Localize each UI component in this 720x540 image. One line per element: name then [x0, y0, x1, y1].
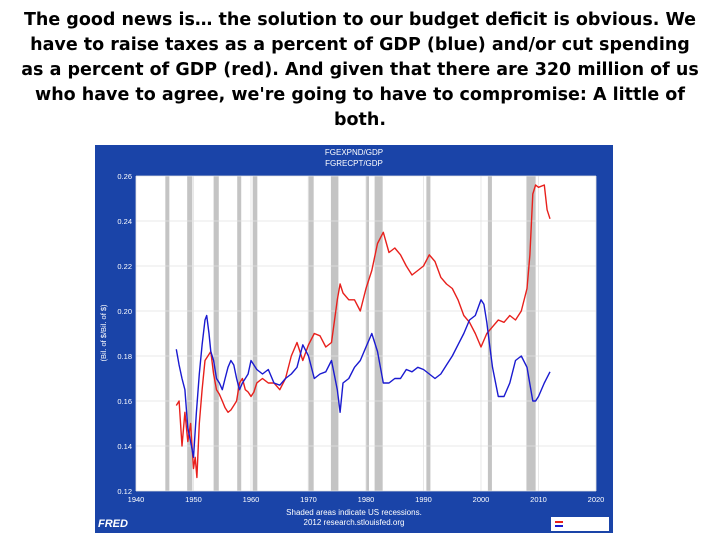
recession-band-8 — [374, 176, 383, 491]
x-tick-label-0: 1940 — [128, 495, 145, 504]
fred-chart-frame: 0.12 0.14 0.16 0.18 0.20 0.22 0.24 0.26 1940 1950… — [95, 145, 613, 533]
recession-band-4 — [252, 176, 258, 491]
y-tick-label-0: 0.12 — [117, 487, 132, 496]
legend-swatch-expenditures — [555, 521, 563, 523]
x-tick-label-4: 1980 — [358, 495, 375, 504]
y-tick-label-4: 0.20 — [117, 307, 132, 316]
footnote-source: 2012 research.stlouisfed.org — [304, 518, 405, 527]
x-tick-label-2: 1960 — [243, 495, 260, 504]
legend-box — [551, 517, 609, 531]
y-tick-label-5: 0.22 — [117, 262, 132, 271]
y-tick-label-7: 0.26 — [117, 172, 132, 181]
fred-logo: FRED — [98, 518, 128, 530]
recession-band-3 — [237, 176, 242, 491]
x-tick-label-7: 2010 — [530, 495, 547, 504]
chart-svg: 0.12 0.14 0.16 0.18 0.20 0.22 0.24 0.26 1940 1950… — [99, 148, 604, 527]
y-tick-label-6: 0.24 — [117, 217, 132, 226]
y-tick-label-3: 0.18 — [117, 352, 132, 361]
footnote-recessions: Shaded areas indicate US recessions. — [286, 508, 422, 517]
recession-band-2 — [213, 176, 219, 491]
recession-band-7 — [366, 176, 369, 491]
recession-band-11 — [526, 176, 536, 491]
chart-subtitle: FGRECPT/GDP — [325, 159, 383, 168]
x-tick-label-6: 2000 — [473, 495, 490, 504]
axis-labels: 0.12 0.14 0.16 0.18 0.20 0.22 0.24 0.26 1940 1950… — [117, 172, 604, 504]
series-lines — [175, 184, 551, 479]
recession-band-10 — [487, 176, 492, 491]
recession-band-1 — [187, 176, 193, 491]
recession-bands — [165, 176, 536, 491]
y-axis-label: (Bil. of $/Bil. of $) — [99, 304, 108, 362]
series-line-expenditures — [175, 184, 551, 479]
recession-band-9 — [426, 176, 431, 491]
x-tick-label-5: 1990 — [415, 495, 432, 504]
series-line-receipts — [175, 299, 551, 458]
y-tick-label-1: 0.14 — [117, 442, 132, 451]
chart-title: FGEXPND/GDP — [325, 148, 383, 157]
x-tick-label-3: 1970 — [300, 495, 317, 504]
x-tick-label-1: 1950 — [185, 495, 202, 504]
recession-band-6 — [330, 176, 339, 491]
legend-swatch-receipts — [555, 525, 563, 527]
slide-title: The good news is… the solution to our bu… — [21, 10, 699, 130]
x-tick-label-8: 2020 — [588, 495, 605, 504]
y-tick-label-2: 0.16 — [117, 397, 132, 406]
recession-band-0 — [165, 176, 170, 491]
recession-band-5 — [307, 176, 314, 491]
